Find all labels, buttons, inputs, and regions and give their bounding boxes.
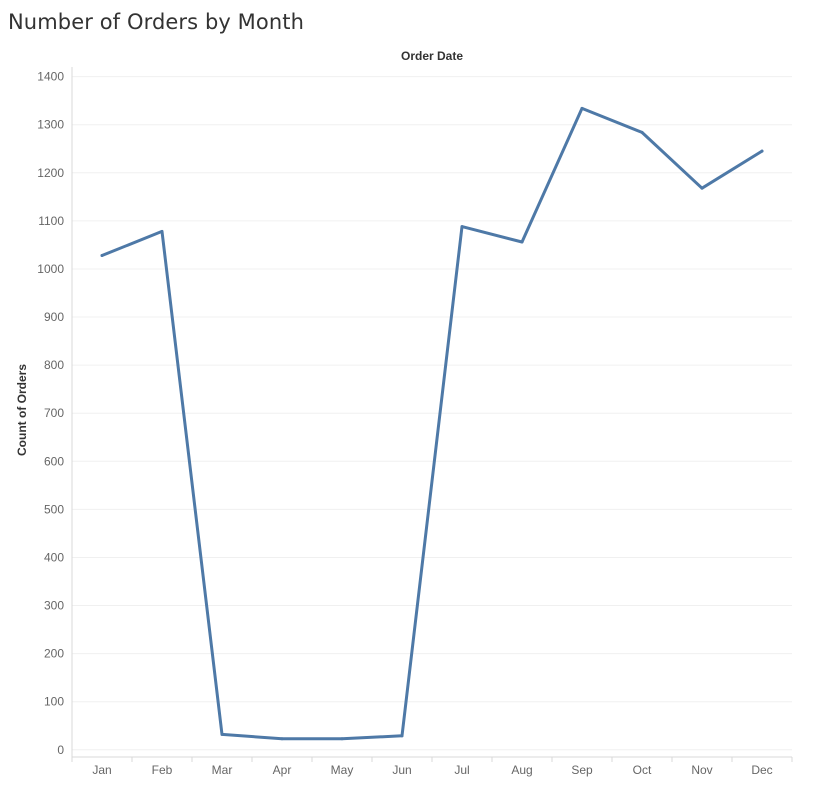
y-tick-label: 900 [44,310,64,324]
y-tick-label: 1400 [37,70,64,84]
y-tick-label: 1000 [37,262,64,276]
y-tick-label: 600 [44,454,64,468]
series-line [100,106,764,741]
x-tick-label: Sep [571,763,593,777]
data-point[interactable] [340,737,344,741]
x-tick-label: May [331,763,354,777]
series [100,106,764,741]
data-point[interactable] [760,149,764,153]
x-tick-label: Jan [92,763,111,777]
y-tick-label: 200 [44,647,64,661]
grid-lines [72,76,792,751]
x-tick-label: Nov [691,763,712,777]
x-tick-label: Jun [392,763,411,777]
y-tick-label: 1100 [38,214,64,228]
data-point[interactable] [460,225,464,229]
data-point[interactable] [280,737,284,741]
y-tick-label: 0 [57,743,64,757]
x-tick-label: Dec [751,763,772,777]
data-point[interactable] [160,229,164,233]
x-axis-ticks: Jan Feb Mar Apr May Jun Jul Aug Sep Oct Nov Dec [71,757,793,777]
data-point[interactable] [220,732,224,736]
data-point[interactable] [580,106,584,110]
y-tick-label: 1300 [37,118,64,132]
y-tick-label: 300 [44,599,64,613]
y-tick-label: 400 [44,550,64,564]
y-tick-label: 1200 [37,166,64,180]
y-tick-label: 700 [44,406,64,420]
data-point[interactable] [640,130,644,134]
y-tick-label: 100 [44,695,64,709]
x-axis-header: Order Date [400,49,464,63]
x-tick-label: Mar [212,763,233,777]
data-point[interactable] [520,240,524,244]
y-axis-ticks: 0 100 200 300 400 500 600 700 800 900 1000 1100 1200… [37,70,64,757]
x-tick-label: Apr [273,763,292,777]
x-tick-label: Jul [454,763,469,777]
chart-title: Number of Orders by Month [8,10,304,34]
x-tick-label: Aug [511,763,532,777]
data-point[interactable] [100,253,104,257]
y-tick-label: 500 [44,502,64,516]
y-tick-label: 800 [44,358,64,372]
data-point[interactable] [400,734,404,738]
data-point[interactable] [700,186,704,190]
x-tick-label: Oct [633,763,652,777]
x-tick-label: Feb [152,763,173,777]
